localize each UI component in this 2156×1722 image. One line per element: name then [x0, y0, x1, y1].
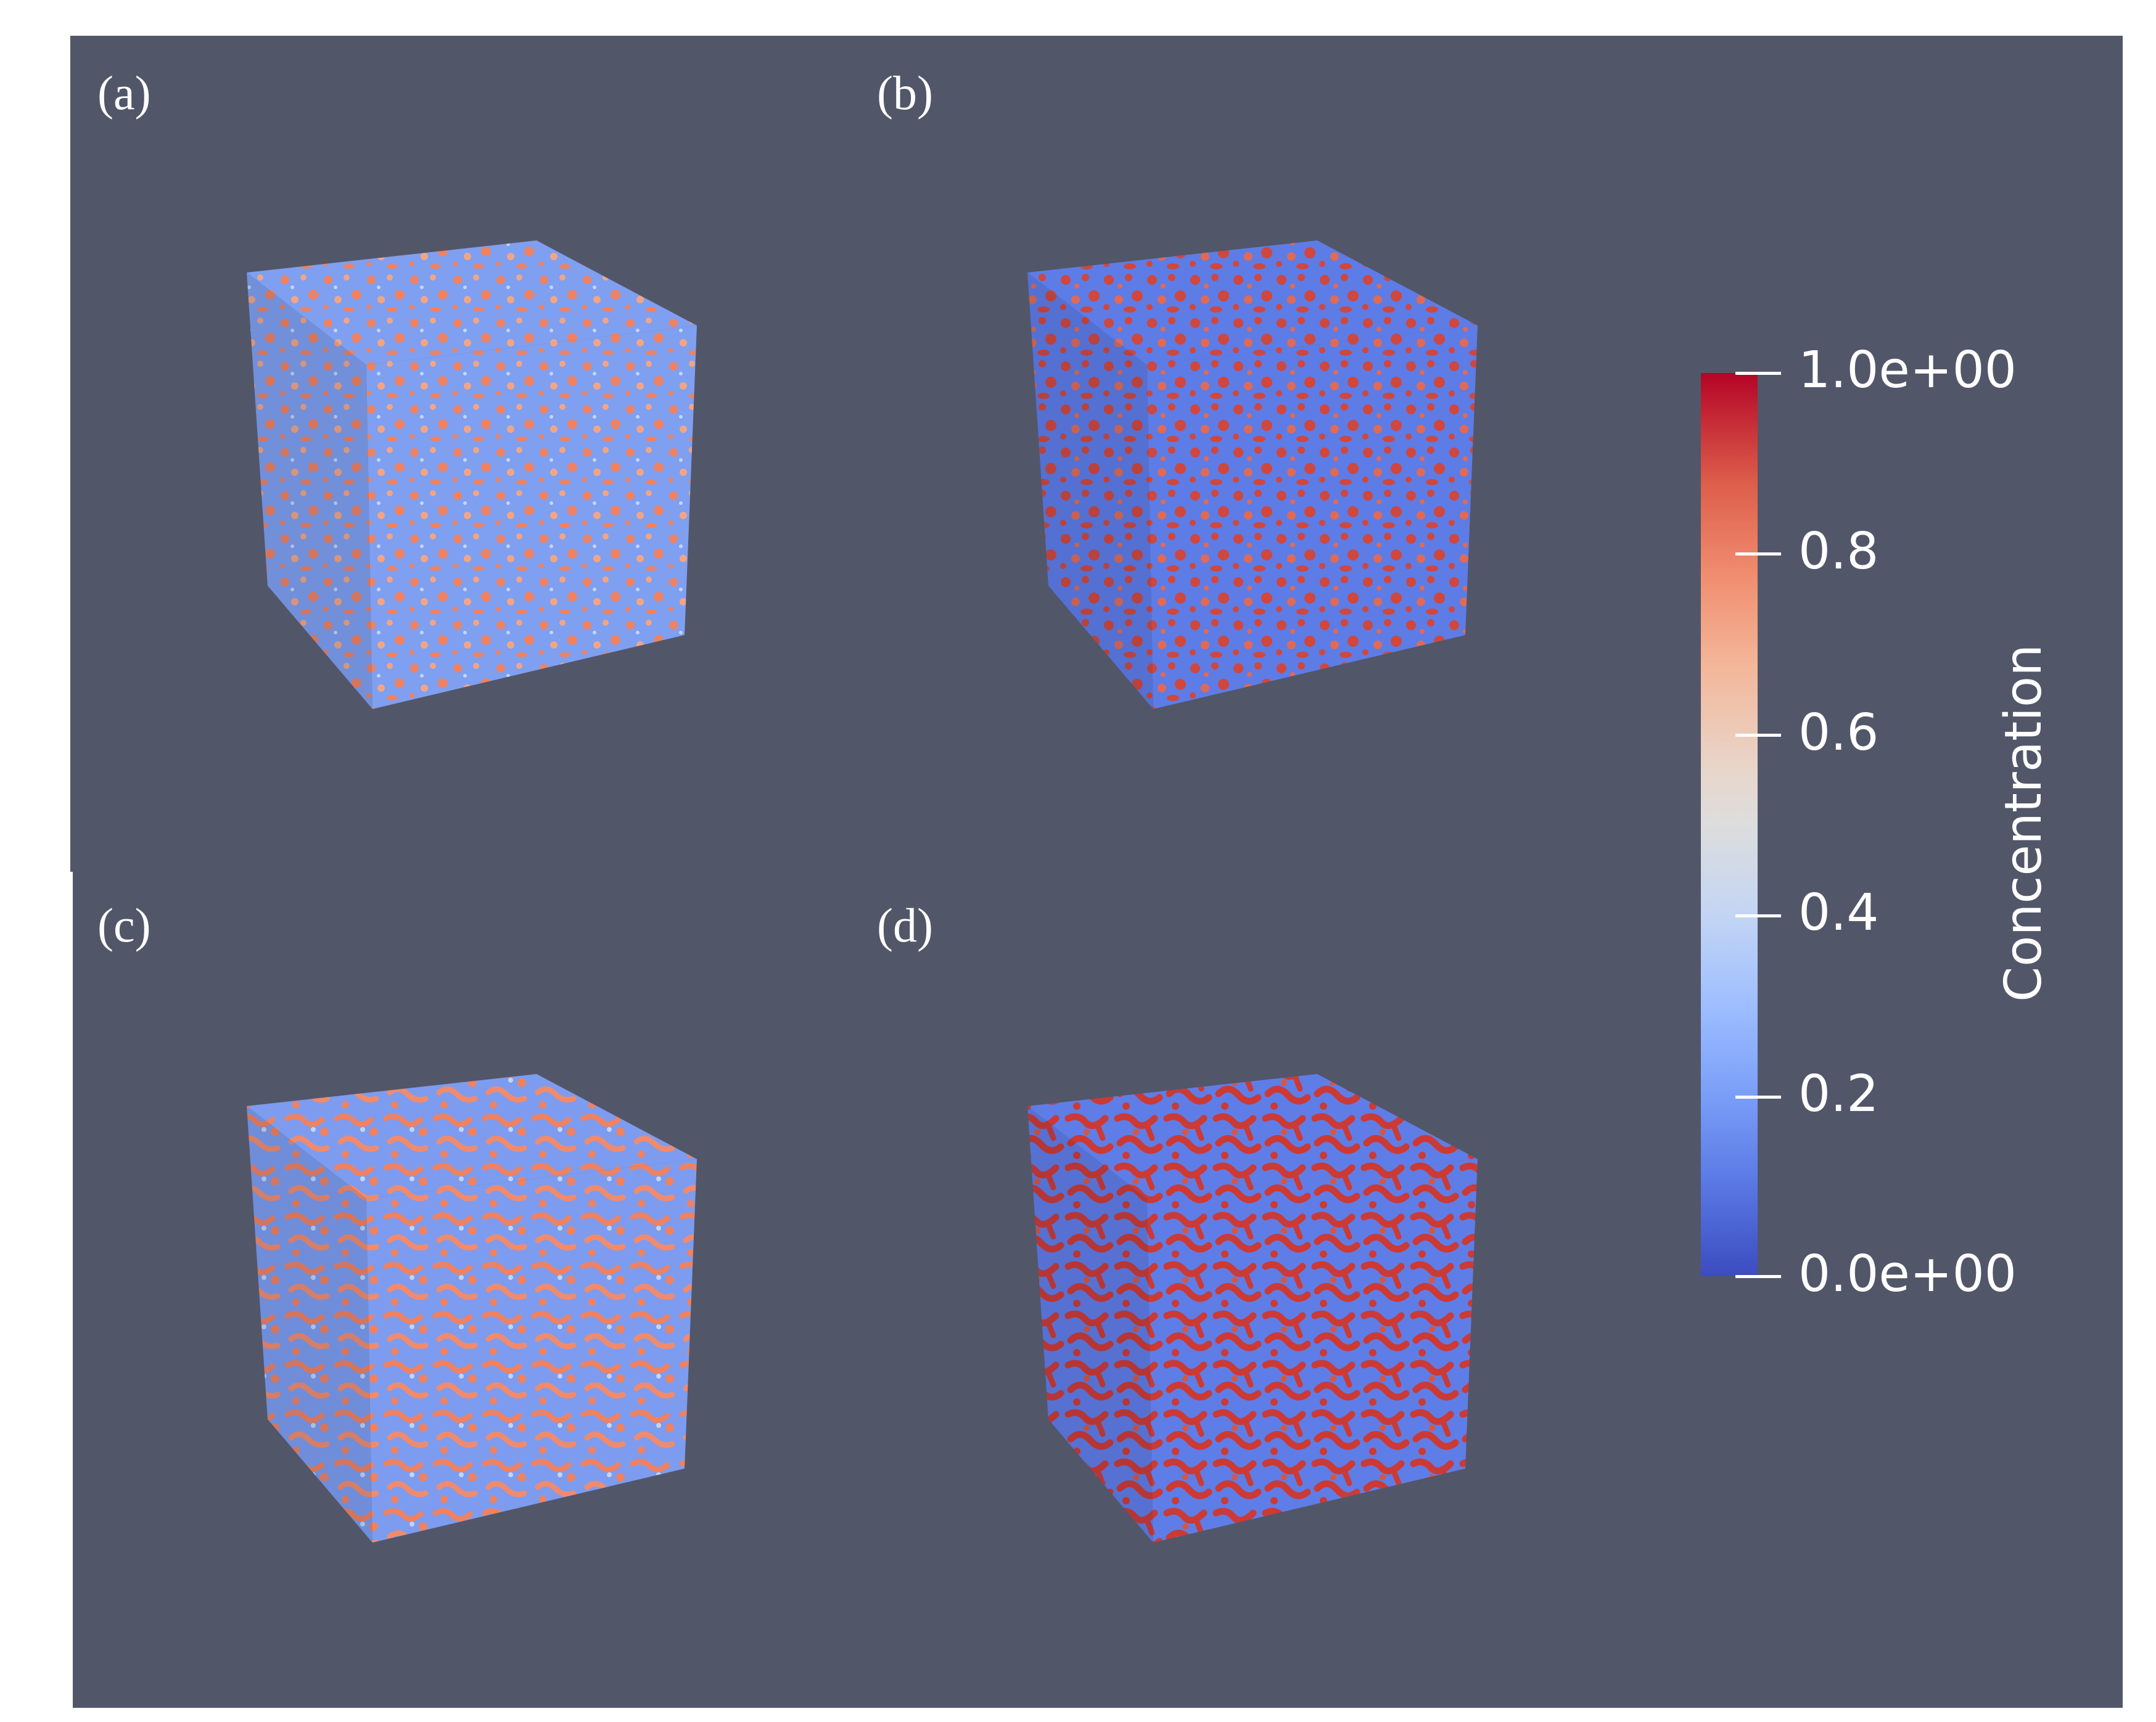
- panel-label-a: (a): [97, 66, 151, 120]
- colorbar-tick-mark: [1735, 734, 1781, 737]
- colorbar-tick-label: 0.0e+00: [1798, 1245, 2017, 1303]
- colorbar-tick-mark: [1735, 1096, 1781, 1099]
- cube-d: [1027, 1074, 1478, 1543]
- colorbar-tick-mark: [1735, 1275, 1781, 1278]
- colorbar-tick-mark: [1735, 914, 1781, 917]
- panel-label-c: (c): [97, 898, 151, 952]
- panel-label-d: (d): [877, 898, 933, 952]
- cube-c: [247, 1074, 697, 1543]
- colorbar-tick-mark: [1735, 552, 1781, 556]
- cube-b: [1027, 240, 1478, 709]
- colorbar-tick-label: 0.8: [1798, 522, 1879, 581]
- colorbar-tick-label: 0.6: [1798, 703, 1879, 762]
- cube-a: [247, 240, 697, 709]
- colorbar-tick-label: 0.4: [1798, 884, 1879, 942]
- colorbar-tick-mark: [1735, 372, 1781, 375]
- colorbar-tick-label: 1.0e+00: [1798, 341, 2017, 400]
- colorbar: [1701, 373, 1758, 1276]
- colorbar-title: Concentration: [1994, 644, 2053, 1002]
- panel-label-b: (b): [877, 66, 933, 120]
- colorbar-tick-label: 0.2: [1798, 1065, 1879, 1123]
